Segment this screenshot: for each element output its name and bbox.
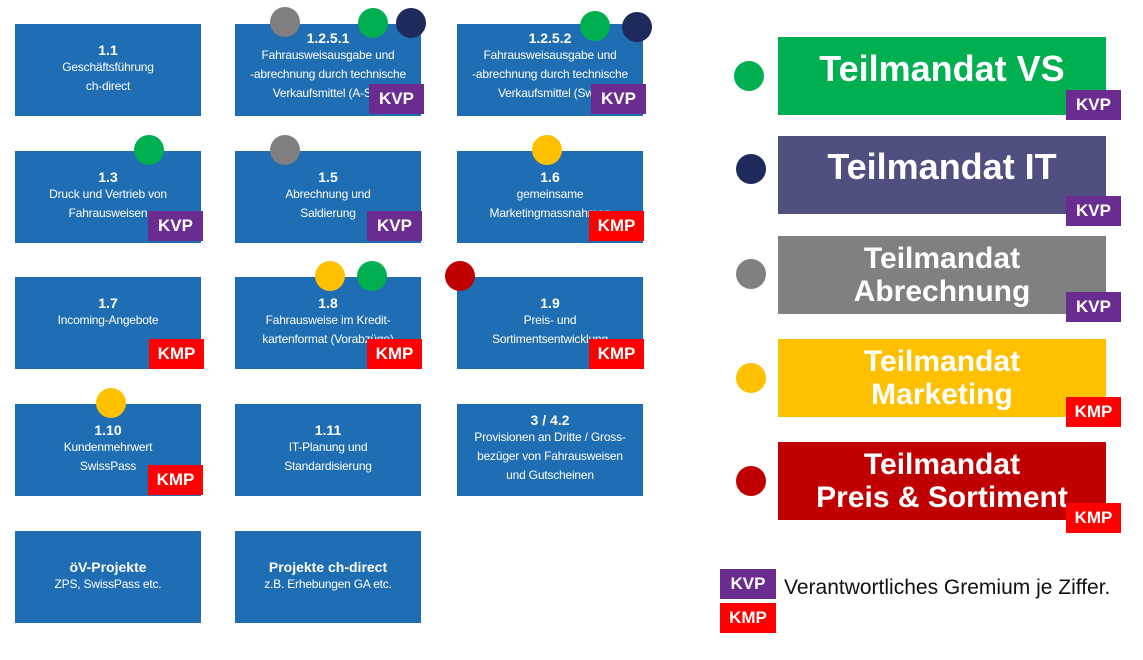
- tile-text: Provisionen an Dritte / Gross-: [474, 430, 626, 444]
- kmp-badge: KMP: [589, 211, 644, 241]
- dot-abrechnung-grey: [270, 7, 300, 37]
- mandate-subtitle: Abrechnung: [853, 275, 1031, 308]
- tile-text: z.B. Erhebungen GA etc.: [264, 577, 392, 591]
- tile-text: -abrechnung durch technische: [472, 67, 628, 81]
- tile-text: Verkaufsmittel (A-Sys: [272, 86, 384, 100]
- tile-text: IT-Planung und: [288, 440, 368, 454]
- tile-text: Standardisierung: [284, 459, 372, 473]
- mandate-title: Teilmandat: [863, 242, 1021, 275]
- tile-1-1: 1.1 Geschäftsführung ch-direct: [15, 24, 201, 116]
- tile-text: Druck und Vertrieb von: [49, 187, 167, 201]
- kvp-badge: KVP: [1066, 90, 1121, 120]
- tile-number: 1.7: [98, 295, 118, 311]
- tile-number: 1.11: [314, 422, 342, 438]
- mandate-subtitle: Preis & Sortiment: [816, 481, 1068, 514]
- kmp-badge: KMP: [1066, 503, 1121, 533]
- mandate-title: Teilmandat VS: [819, 48, 1065, 89]
- tile-number: öV-Projekte: [69, 559, 147, 575]
- mandate-it: Teilmandat IT: [778, 136, 1106, 214]
- tile-text: ch-direct: [85, 79, 131, 93]
- tile-number: 1.3: [98, 169, 118, 185]
- tile-1-11: 1.11 IT-Planung und Standardisierung: [235, 404, 421, 496]
- dot-marketing-yellow: [532, 135, 562, 165]
- tile-number: 1.5: [318, 169, 338, 185]
- tile-number: 1.1: [98, 42, 118, 58]
- mandate-title: Teilmandat: [863, 448, 1021, 481]
- tile-text: Fahrausweisen: [68, 206, 148, 220]
- kvp-badge: KVP: [148, 211, 203, 241]
- tile-1-2-5-1: 1.2.5.1 Fahrausweisausgabe und -abrechnu…: [235, 24, 421, 116]
- kmp-badge: KMP: [149, 339, 204, 369]
- kvp-badge: KVP: [1066, 196, 1121, 226]
- dot-it-navy: [396, 8, 426, 38]
- kvp-badge: KVP: [367, 211, 422, 241]
- tile-number: 1.2.5.1: [306, 30, 350, 46]
- dot-vs-green: [357, 261, 387, 291]
- tile-text: Kundenmehrwert: [63, 440, 153, 454]
- dot-marketing-yellow: [96, 388, 126, 418]
- dot-preis-red: [445, 261, 475, 291]
- tile-text: ZPS, SwissPass etc.: [54, 577, 162, 591]
- legend-dot-it: [736, 154, 766, 184]
- tile-text: kartenformat (Vorabzüge): [262, 332, 394, 346]
- tile-number: 3 / 4.2: [530, 412, 570, 428]
- dot-vs-green: [134, 135, 164, 165]
- tile-text: Saldierung: [300, 206, 356, 220]
- legend-dot-abrechnung: [736, 259, 766, 289]
- tile-number: 1.2.5.2: [528, 30, 572, 46]
- dot-vs-green: [580, 11, 610, 41]
- tile-1-3: 1.3 Druck und Vertrieb von Fahrausweisen: [15, 151, 201, 243]
- tile-number: 1.9: [540, 295, 560, 311]
- legend-dot-preis: [736, 466, 766, 496]
- tile-text: bezüger von Fahrausweisen: [477, 449, 623, 463]
- mandate-vs: Teilmandat VS: [778, 37, 1106, 115]
- legend-kmp-badge: KMP: [720, 603, 776, 633]
- tile-text: Geschäftsführung: [62, 60, 154, 74]
- tile-text: -abrechnung durch technische: [250, 67, 406, 81]
- tile-text: gemeinsame: [516, 187, 584, 201]
- kmp-badge: KMP: [367, 339, 422, 369]
- kmp-badge: KMP: [589, 339, 644, 369]
- tile-text: Incoming-Angebote: [57, 313, 159, 327]
- mandate-title: Teilmandat: [863, 345, 1021, 378]
- tile-projekte-ch-direct: Projekte ch-direct z.B. Erhebungen GA et…: [235, 531, 421, 623]
- tile-number: 1.10: [94, 422, 122, 438]
- tile-text: Verkaufsmittel (Swis: [497, 86, 603, 100]
- mandate-subtitle: Marketing: [871, 378, 1013, 411]
- legend-dot-vs: [734, 61, 764, 91]
- tile-number: 1.8: [318, 295, 338, 311]
- mandate-preis-sortiment: Teilmandat Preis & Sortiment: [778, 442, 1106, 520]
- dot-it-navy: [622, 12, 652, 42]
- kvp-badge: KVP: [591, 84, 646, 114]
- dot-vs-green: [358, 8, 388, 38]
- legend-description: Verantwortliches Gremium je Ziffer.: [784, 576, 1111, 599]
- tile-text: Preis- und: [523, 313, 577, 327]
- tile-text: Fahrausweisausgabe und: [483, 48, 617, 62]
- tile-text: SwissPass: [79, 459, 137, 473]
- tile-text: Fahrausweisausgabe und: [261, 48, 395, 62]
- mandate-title: Teilmandat IT: [827, 146, 1057, 187]
- tile-text: und Gutscheinen: [506, 468, 594, 482]
- dot-abrechnung-grey: [270, 135, 300, 165]
- tile-text: Marketingmassnahmen: [489, 206, 611, 220]
- mandate-abrechnung: Teilmandat Abrechnung: [778, 236, 1106, 314]
- tile-oev-projekte: öV-Projekte ZPS, SwissPass etc.: [15, 531, 201, 623]
- legend-dot-marketing: [736, 363, 766, 393]
- kmp-badge: KMP: [1066, 397, 1121, 427]
- legend-kvp-badge: KVP: [720, 569, 776, 599]
- mandate-marketing: Teilmandat Marketing: [778, 339, 1106, 417]
- tile-number: 1.6: [540, 169, 560, 185]
- tile-3-4-2: 3 / 4.2 Provisionen an Dritte / Gross- b…: [457, 404, 643, 496]
- kvp-badge: KVP: [1066, 292, 1121, 322]
- tile-text: Fahrausweise im Kredit-: [265, 313, 391, 327]
- kvp-badge: KVP: [369, 84, 424, 114]
- tile-text: Sortimentsentwicklung: [492, 332, 608, 346]
- kmp-badge: KMP: [148, 465, 203, 495]
- tile-number: Projekte ch-direct: [268, 559, 388, 575]
- tile-text: Abrechnung und: [285, 187, 371, 201]
- dot-marketing-yellow: [315, 261, 345, 291]
